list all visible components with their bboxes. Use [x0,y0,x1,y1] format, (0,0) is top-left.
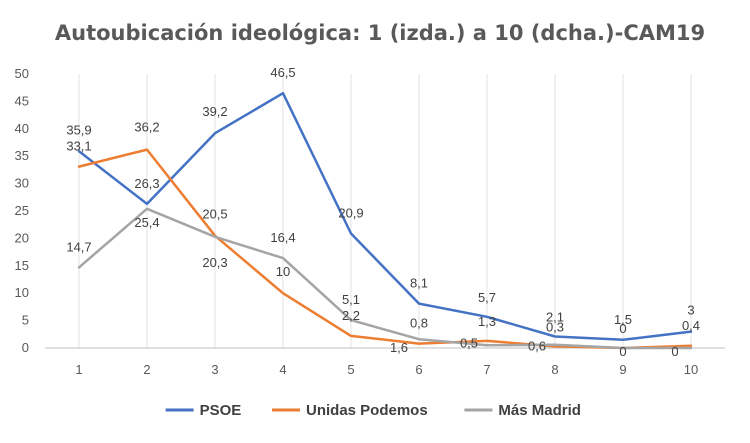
x-tick-label-5: 5 [347,362,354,377]
data-label: 0,6 [528,339,546,354]
y-tick-label-50: 50 [15,66,29,81]
data-label: 35,9 [66,122,91,137]
data-label: 1,3 [478,314,496,329]
y-tick-label-10: 10 [15,285,29,300]
legend-label-1: PSOE [200,402,242,419]
data-label: 20,3 [202,255,227,270]
legend: PSOE Unidas Podemos Más Madrid [165,402,581,419]
data-label: 39,2 [202,104,227,119]
data-label: 2,2 [342,308,360,323]
x-tick-label-7: 7 [483,362,490,377]
data-label: 20,5 [202,207,227,222]
x-tick-label-9: 9 [619,362,626,377]
data-label: 0 [619,344,626,359]
data-label: 33,1 [66,139,91,154]
data-label: 16,4 [270,230,295,245]
y-tick-label-30: 30 [15,176,29,191]
y-tick-label-40: 40 [15,121,29,136]
x-tick-label-2: 2 [143,362,150,377]
data-label: 46,5 [270,65,295,80]
y-tick-label-15: 15 [15,258,29,273]
data-label: 5,7 [478,290,496,305]
data-label: 3 [687,303,694,318]
data-label: 1,5 [614,312,632,327]
data-label: 5,1 [342,292,360,307]
data-label: 36,2 [134,120,159,135]
series-line-3 [77,207,693,350]
y-tick-label-25: 25 [15,203,29,218]
x-axis-ticks: 1 2 3 4 5 6 7 8 9 10 [75,362,698,377]
data-labels: 35,9 26,3 39,2 46,5 20,9 8,1 5,7 2,1 1,5 3 33,1 36,… [66,65,700,359]
series-lines [77,91,693,350]
x-tick-label-4: 4 [279,362,286,377]
series-line-1 [77,91,693,342]
data-label: 0,4 [682,318,700,333]
data-label: 20,9 [338,205,363,220]
data-label: 10 [276,264,290,279]
y-axis-ticks: 0 5 10 15 20 25 30 35 40 45 50 [15,66,29,355]
legend-label-3: Más Madrid [498,402,581,419]
y-tick-label-0: 0 [22,340,29,355]
x-tick-label-1: 1 [75,362,82,377]
y-tick-label-45: 45 [15,93,29,108]
legend-label-2: Unidas Podemos [306,402,428,419]
data-label: 0,3 [546,319,564,334]
data-label: 26,3 [134,176,159,191]
y-tick-label-5: 5 [22,313,29,328]
grid [78,74,692,348]
x-tick-label-8: 8 [551,362,558,377]
data-label: 14,7 [66,239,91,254]
data-label: 2,1 [546,309,564,324]
series-line-2 [77,148,693,350]
data-label: 25,4 [134,215,159,230]
data-label: 0,8 [410,316,428,331]
data-label: 0 [619,321,626,336]
x-tick-label-10: 10 [684,362,698,377]
data-label: 1,6 [390,340,408,355]
data-label: 8,1 [410,276,428,291]
y-tick-label-20: 20 [15,230,29,245]
data-label: 0,5 [460,335,478,350]
y-tick-label-35: 35 [15,148,29,163]
x-tick-label-3: 3 [211,362,218,377]
x-tick-label-6: 6 [415,362,422,377]
chart-title: Autoubicación ideológica: 1 (izda.) a 10… [55,21,705,45]
data-label: 0 [671,344,678,359]
